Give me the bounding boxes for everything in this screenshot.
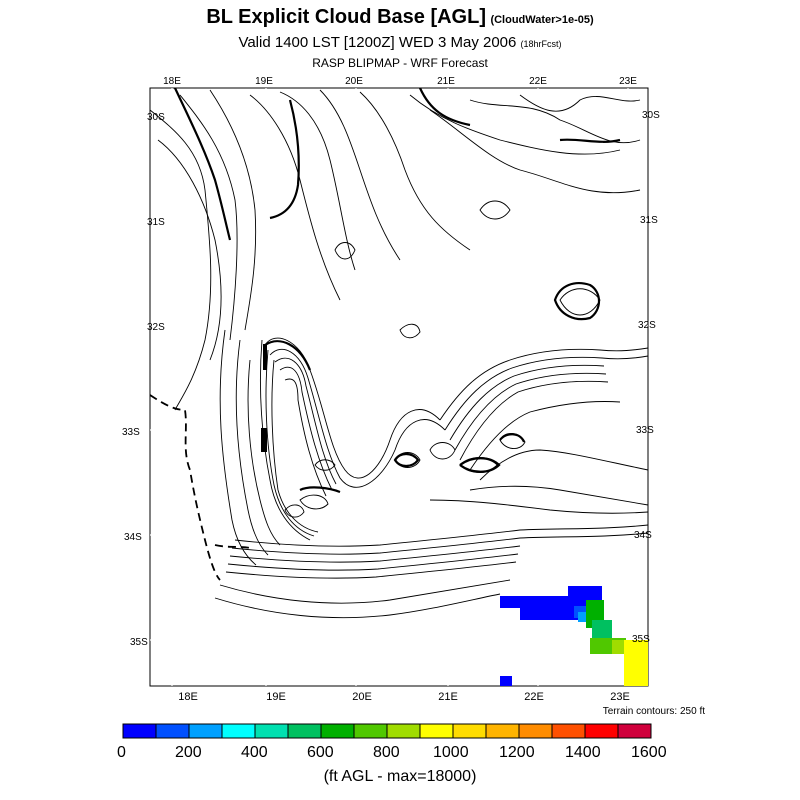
bottom-lon-label: 22E — [524, 691, 544, 703]
colorbar-tick-label: 1400 — [565, 744, 601, 761]
colorbar-swatch — [287, 723, 322, 739]
bottom-lon-label: 20E — [352, 691, 372, 703]
colorbar-swatch — [419, 723, 454, 739]
thick-contours — [174, 87, 621, 494]
map-title: BL Explicit Cloud Base [AGL] (CloudWater… — [0, 6, 800, 29]
colorbar-swatch — [353, 723, 388, 739]
right-lat-label: 32S — [638, 320, 656, 331]
colorbar-tick-label: 400 — [241, 744, 268, 761]
right-lat-label: 34S — [634, 530, 652, 541]
right-lat-labels: 30S 31S 32S 33S 34S 35S — [632, 110, 660, 645]
top-lon-label: 20E — [345, 76, 363, 87]
valid-text: Valid 1400 LST [1200Z] WED 3 May 2006 — [238, 34, 517, 51]
colorbar — [122, 723, 652, 739]
colorbar-swatch — [518, 723, 553, 739]
bottom-lon-label: 18E — [178, 691, 198, 703]
title-main: BL Explicit Cloud Base [AGL] — [206, 6, 486, 28]
colorbar-swatch — [320, 723, 355, 739]
map-subtitle: RASP BLIPMAP - WRF Forecast — [312, 56, 488, 70]
colorbar-swatch — [584, 723, 619, 739]
right-lat-label: 33S — [636, 425, 654, 436]
left-lat-labels: 30S 31S 32S 33S 34S 35S — [122, 112, 165, 648]
left-lat-label: 32S — [147, 322, 165, 333]
right-lat-label: 35S — [632, 634, 650, 645]
title-note: (CloudWater>1e-05) — [490, 14, 594, 26]
colorbar-tick-label: 1200 — [499, 744, 535, 761]
right-lat-label: 31S — [640, 215, 658, 226]
colorbar-tick-label: 0 — [117, 744, 126, 761]
top-lon-label: 22E — [529, 76, 547, 87]
left-lat-label: 35S — [130, 637, 148, 648]
colorbar-swatch — [221, 723, 256, 739]
coastline — [149, 394, 251, 581]
bottom-lon-labels: 18E 19E 20E 21E 22E 23E — [178, 691, 630, 703]
top-lon-label: 19E — [255, 76, 273, 87]
colorbar-swatch — [452, 723, 487, 739]
colorbar-tick-label: 1000 — [433, 744, 469, 761]
colorbar-swatch — [386, 723, 421, 739]
colorbar-tick-label: 1600 — [631, 744, 667, 761]
bottom-lon-label: 21E — [438, 691, 458, 703]
colorbar-swatch — [155, 723, 190, 739]
top-lon-label: 23E — [619, 76, 637, 87]
colorbar-swatch — [122, 723, 157, 739]
terrain-note: Terrain contours: 250 ft — [602, 706, 705, 717]
top-lon-label: 18E — [163, 76, 181, 87]
colorbar-swatch — [617, 723, 652, 739]
top-lon-label: 21E — [437, 76, 455, 87]
left-lat-label: 31S — [147, 217, 165, 228]
left-lat-label: 34S — [124, 532, 142, 543]
colorbar-swatch — [551, 723, 586, 739]
forecast-note: (18hrFcst) — [520, 39, 562, 49]
cloudbase-cells — [500, 586, 648, 686]
left-lat-label: 33S — [122, 427, 140, 438]
top-lon-labels: 18E 19E 20E 21E 22E 23E — [163, 76, 637, 87]
bottom-lon-label: 19E — [266, 691, 286, 703]
colorbar-swatch — [188, 723, 223, 739]
colorbar-swatch — [485, 723, 520, 739]
valid-time: Valid 1400 LST [1200Z] WED 3 May 2006 (1… — [0, 34, 800, 51]
colorbar-tick-label: 800 — [373, 744, 400, 761]
dense-contour-marks — [261, 344, 267, 452]
plot-frame — [149, 87, 649, 687]
right-lat-label: 30S — [642, 110, 660, 121]
bottom-lon-label: 23E — [610, 691, 630, 703]
left-lat-label: 30S — [147, 112, 165, 123]
colorbar-tick-label: 200 — [175, 744, 202, 761]
colorbar-units-label: (ft AGL - max=18000) — [323, 768, 477, 785]
colorbar-tick-label: 600 — [307, 744, 334, 761]
terrain-contours — [149, 89, 649, 619]
colorbar-swatch — [254, 723, 289, 739]
